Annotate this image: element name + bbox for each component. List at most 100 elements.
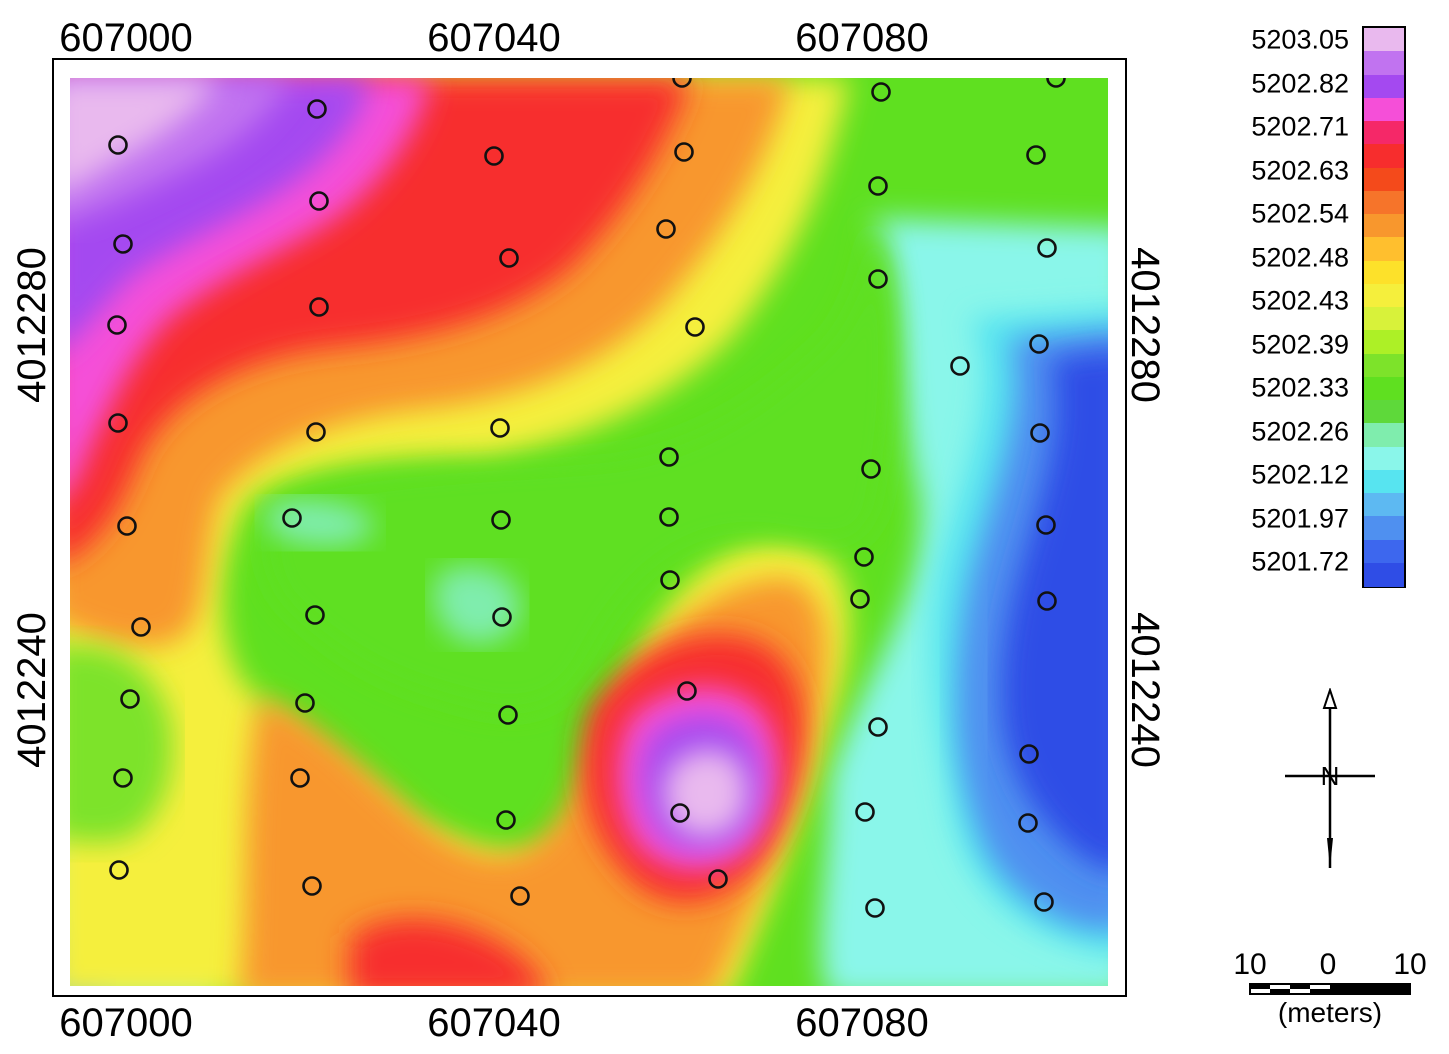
legend-swatch	[1364, 307, 1404, 331]
x-bottom-tick-607080: 607080	[795, 1001, 929, 1045]
scale-bar-graphic	[1249, 983, 1411, 995]
sample-point-marker	[307, 99, 327, 119]
sample-point-marker	[868, 176, 888, 196]
sample-point-marker	[1026, 145, 1046, 165]
x-bottom-tick-607040: 607040	[427, 1001, 561, 1045]
sample-point-marker	[309, 297, 329, 317]
sample-point-marker	[1037, 591, 1057, 611]
sample-point-marker	[491, 510, 511, 530]
sample-point-marker	[1019, 744, 1039, 764]
y-left-tick-4012280: 4012280	[10, 247, 54, 403]
sample-point-marker	[120, 689, 140, 709]
zone-central-green	[265, 218, 894, 710]
sample-point-marker	[490, 418, 510, 438]
sample-point-marker	[295, 693, 315, 713]
sample-point-marker	[109, 860, 129, 880]
legend-label: 5202.39	[1251, 329, 1349, 360]
sample-point-marker	[305, 605, 325, 625]
scale-mid-label: 0	[1319, 948, 1337, 981]
sample-points	[107, 78, 1066, 918]
sample-point-marker	[113, 768, 133, 788]
legend-label: 5202.54	[1251, 198, 1349, 229]
legend-swatch	[1364, 237, 1404, 262]
north-arrow-icon: N	[1285, 688, 1375, 868]
sample-point-marker	[113, 234, 133, 254]
sample-point-marker	[290, 768, 310, 788]
sample-point-marker	[306, 422, 326, 442]
legend-label: 5203.05	[1251, 24, 1349, 55]
sample-point-marker	[131, 617, 151, 637]
north-arrow-label: N	[1321, 761, 1340, 791]
sample-point-marker	[850, 589, 870, 609]
x-top-tick-607080: 607080	[795, 16, 929, 60]
sample-point-marker	[302, 876, 322, 896]
legend-swatch	[1364, 423, 1404, 448]
zone-green-patch-west	[265, 499, 375, 547]
sample-point-marker	[484, 146, 504, 166]
legend-swatch	[1364, 493, 1404, 517]
legend-label: 5201.72	[1251, 546, 1349, 577]
legend-swatch	[1364, 28, 1404, 52]
legend-label: 5202.71	[1251, 111, 1349, 142]
sample-point-marker	[670, 803, 690, 823]
zone-pale-lilac-band	[70, 78, 748, 837]
legend-label: 5202.26	[1251, 416, 1349, 447]
sample-point-marker	[510, 886, 530, 906]
sample-point-marker	[660, 570, 680, 590]
x-top-tick-607000: 607000	[59, 16, 193, 60]
sample-point-marker	[685, 317, 705, 337]
sample-point-marker	[499, 248, 519, 268]
legend-swatch	[1364, 74, 1404, 99]
legend-swatch	[1364, 353, 1404, 378]
legend-color-bar	[1362, 26, 1406, 588]
sample-point-marker	[708, 869, 728, 889]
scale-unit-label: (meters)	[1277, 997, 1383, 1028]
sample-point-marker	[861, 459, 881, 479]
legend-label: 5202.12	[1251, 459, 1349, 490]
legend-swatch	[1364, 376, 1404, 402]
y-right-tick-4012240: 4012240	[1123, 612, 1167, 768]
legend-swatch	[1364, 400, 1404, 424]
contour-zones	[70, 78, 1108, 986]
sample-point-marker	[677, 681, 697, 701]
legend-label: 5202.48	[1251, 242, 1349, 273]
sample-point-marker	[674, 142, 694, 162]
zone-east-darkblue	[1000, 350, 1108, 870]
sample-point-marker	[659, 507, 679, 527]
sample-point-marker	[1037, 238, 1057, 258]
legend-label: 5202.82	[1251, 68, 1349, 99]
legend-label: 5202.63	[1251, 155, 1349, 186]
sample-point-marker	[950, 356, 970, 376]
sample-point-marker	[1029, 334, 1049, 354]
sample-point-marker	[117, 516, 137, 536]
y-left-tick-4012240: 4012240	[10, 612, 54, 768]
scale-right-label: 10	[1393, 948, 1427, 981]
legend-swatch	[1364, 330, 1404, 355]
sample-point-marker	[1018, 813, 1038, 833]
sample-point-marker	[855, 802, 875, 822]
legend-swatch	[1364, 539, 1404, 564]
sample-point-marker	[868, 717, 888, 737]
sample-point-marker	[309, 191, 329, 211]
legend-swatch	[1364, 97, 1404, 123]
scale-bar: 10 0 10 (meters)	[1228, 950, 1428, 1030]
legend-label: 5202.43	[1251, 285, 1349, 316]
sample-point-marker	[108, 413, 128, 433]
sample-point-marker	[672, 78, 692, 88]
sample-point-marker	[1046, 78, 1066, 88]
x-bottom-tick-607000: 607000	[59, 1001, 193, 1045]
legend-label: 5202.33	[1251, 372, 1349, 403]
legend-swatch	[1364, 469, 1404, 495]
legend-swatch	[1364, 51, 1404, 76]
legend-label: 5201.97	[1251, 503, 1349, 534]
sample-point-marker	[492, 607, 512, 627]
scale-left-label: 10	[1233, 948, 1267, 981]
contour-map	[70, 78, 1108, 986]
sample-point-marker	[108, 135, 128, 155]
sample-point-marker	[868, 269, 888, 289]
legend-swatch	[1364, 260, 1404, 285]
legend-swatch	[1364, 562, 1404, 587]
zone-west-green	[70, 645, 173, 843]
sample-point-marker	[498, 705, 518, 725]
legend-swatch	[1364, 190, 1404, 216]
